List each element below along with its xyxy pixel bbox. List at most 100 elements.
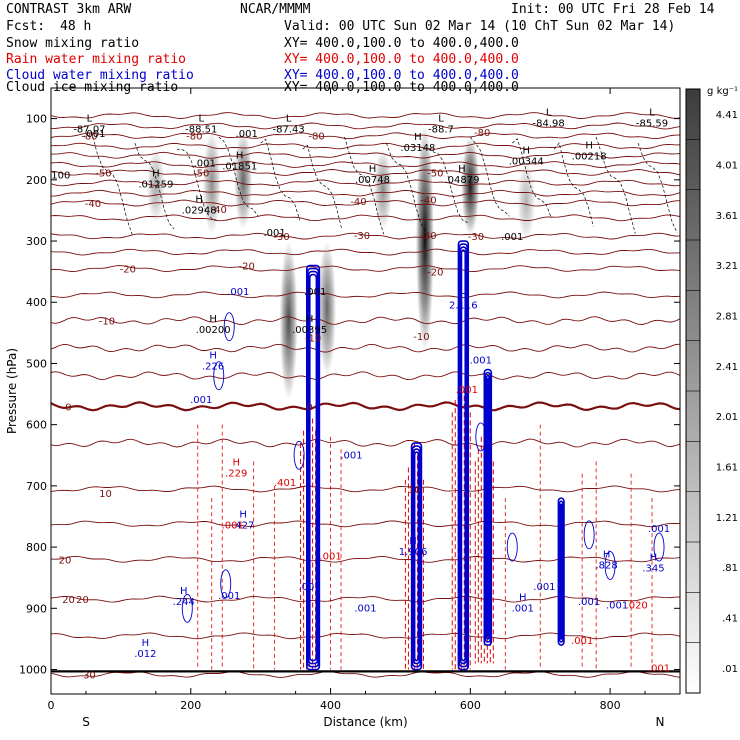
cloud-water-contour (411, 445, 422, 668)
extremum-kind: H (522, 145, 530, 156)
isotherm-label: -10 (99, 317, 115, 328)
extremum-kind: H (306, 314, 314, 325)
extremum-kind: H (519, 592, 527, 603)
extremum-kind: L (649, 108, 655, 119)
fcst-value: 48 h (60, 19, 92, 34)
extremum-kind: H (409, 536, 417, 547)
contour-label: .001 (456, 385, 478, 396)
colorbar: .01 .41 .81 1.21 1.61 2.01 2.41 2.81 3.21 3.61 4.0… (685, 86, 738, 694)
extremum-value: .427 (232, 521, 254, 532)
contour-label: .001 (606, 600, 628, 611)
extremum-value: -87.07 (73, 125, 105, 136)
contour-label: .001 (190, 395, 212, 406)
isotherm-label: -80 (81, 132, 97, 143)
field-xy-cloud-water: XY= 400.0,100.0 to 400.0,400.0 (284, 68, 519, 83)
snow-contour (344, 136, 385, 235)
contour-label: .001 (227, 287, 249, 298)
cloud-water-contour (486, 377, 490, 637)
snow-contour (92, 136, 133, 235)
extremum-kind: H (180, 586, 188, 597)
isotherm (51, 161, 680, 168)
snow-plume (202, 130, 221, 235)
isotherm (51, 169, 680, 176)
contour-label: .401 (274, 478, 296, 489)
contour-label: .001 (264, 228, 286, 239)
isotherm (51, 291, 680, 299)
extremum-value: .001 (512, 603, 534, 614)
snow-contour (260, 138, 301, 221)
isotherm (51, 316, 680, 325)
extremum-kind: L (87, 114, 93, 125)
isotherm (51, 520, 680, 528)
extremum-kind: H (650, 553, 658, 564)
isotherm-label: -20 (427, 268, 443, 279)
x-tick-label: 0 (48, 699, 55, 712)
extremum-kind: L (198, 114, 204, 125)
isotherm (51, 265, 680, 272)
colorbar-tick-label: 1.61 (716, 463, 738, 474)
y-tick-label: 800 (26, 541, 47, 554)
isotherm-label: -20 (239, 262, 255, 273)
x-tick-label: 600 (460, 699, 481, 712)
isotherm (51, 122, 680, 130)
plot-area: -80 -80 -80 -80 -50 -50 -50 -40 -40 -40 -40 -30 -30 -… (51, 108, 680, 681)
contour-label: .001 (354, 603, 376, 614)
cloud-water-contour (293, 440, 305, 470)
snow-contour (218, 136, 259, 217)
cloud-water-contour (213, 361, 225, 391)
field-xy-snow: XY= 400.0,100.0 to 400.0,400.0 (284, 36, 519, 51)
snow-plume (318, 241, 337, 376)
isotherm (51, 232, 680, 240)
plot-clip-group: -80 -80 -80 -80 -50 -50 -50 -40 -40 -40 -40 -30 -30 -… (51, 108, 680, 681)
cloud-water-contour (223, 312, 235, 342)
cloud-water-contour (220, 569, 232, 599)
extremum-value: .012 (134, 649, 156, 660)
colorbar-unit: g kg⁻¹ (707, 86, 738, 97)
cloud-water-contour (457, 240, 470, 671)
isotherm-label: -80 (308, 132, 324, 143)
y-tick-label: 400 (26, 296, 47, 309)
isotherm-label: 10 (99, 489, 112, 500)
isotherm (51, 595, 680, 603)
colorbar-tick-label: 2.41 (716, 362, 738, 373)
model-label: CONTRAST 3km ARW (6, 2, 132, 17)
isotherm-label: 20 (59, 555, 72, 566)
isotherm-label: 20 (76, 595, 89, 606)
extremum-value: 2.116 (449, 300, 478, 311)
isotherm-label: -30 (354, 231, 370, 242)
contour-label: .001 (578, 597, 600, 608)
cloud-water-contour (308, 273, 318, 662)
cloud-water-contour (485, 374, 491, 640)
colorbar-tick-label: 2.81 (716, 312, 738, 323)
extremum-value: .00344 (509, 156, 544, 167)
isotherm-label: 10 (408, 485, 421, 496)
x-tick-label: 400 (320, 699, 341, 712)
x-tick-label: 200 (180, 699, 201, 712)
extremum-value: .00218 (572, 152, 607, 163)
extremum-value: -88.51 (185, 125, 217, 136)
extremum-kind: H (369, 164, 377, 175)
extremum-value: -84.98 (532, 119, 564, 130)
y-axis-label: Pressure (hPa) (5, 348, 19, 434)
extremum-kind: L (286, 114, 292, 125)
cloud-water-contour (412, 448, 421, 665)
isotherm (51, 214, 680, 222)
isotherm (51, 132, 680, 140)
isotherm (51, 199, 680, 207)
isotherm-label: -50 (95, 168, 111, 179)
cloud-water-contour (560, 506, 564, 637)
field-name-snow: Snow mixing ratio (6, 36, 140, 51)
contour-label: .001 (340, 450, 362, 461)
extremum-value: .226 (202, 362, 224, 373)
colorbar-tick-label: 1.21 (716, 513, 738, 524)
isotherm-label: -10 (413, 332, 429, 343)
isotherm-label: 0 (65, 402, 71, 413)
cloud-water-contour (307, 270, 319, 665)
extremum-kind: H (142, 638, 150, 649)
extremum-value: .04879 (444, 175, 479, 186)
extremum-value: -87.43 (272, 125, 304, 136)
extremum-value: 1.906 (399, 547, 428, 558)
y-tick-label: 700 (26, 480, 47, 493)
isotherm (51, 438, 680, 448)
x-endpoint-left: S (82, 715, 90, 729)
